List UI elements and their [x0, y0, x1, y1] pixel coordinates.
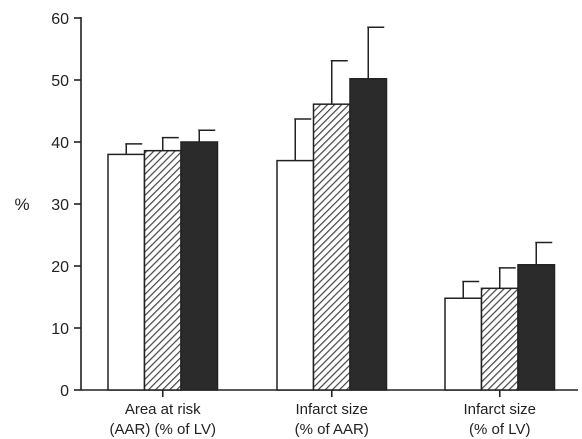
y-tick-label: 60	[51, 11, 69, 28]
y-tick-label: 30	[51, 197, 69, 214]
bar	[444, 297, 483, 391]
x-category-label: (AAR) (% of LV)	[110, 421, 216, 438]
y-tick-label: 50	[51, 73, 69, 90]
bar	[276, 159, 315, 391]
y-axis-label: %	[14, 195, 29, 214]
chart-labels: 0 10 20 30 40 50 60% Area at risk (AAR) (% of LV…	[14, 11, 536, 438]
x-category-label: Area at risk	[125, 401, 201, 418]
bar	[480, 287, 519, 391]
x-category-label: Infarct size	[463, 401, 536, 418]
y-tick-label: 40	[51, 135, 69, 152]
y-tick-label: 10	[51, 321, 69, 338]
x-category-label: Infarct size	[295, 401, 368, 418]
chart-bars	[107, 26, 556, 391]
bar	[517, 264, 556, 391]
x-category-label: (% of LV)	[469, 421, 530, 438]
x-category-label: (% of AAR)	[295, 421, 369, 438]
y-tick-label: 20	[51, 259, 69, 276]
bar	[349, 78, 388, 391]
bar	[107, 153, 146, 391]
bar	[180, 141, 219, 391]
bar	[312, 103, 351, 391]
bar	[143, 149, 182, 391]
y-tick-label: 0	[60, 383, 69, 400]
